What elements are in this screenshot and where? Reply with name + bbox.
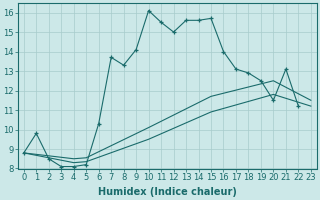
X-axis label: Humidex (Indice chaleur): Humidex (Indice chaleur)	[98, 187, 237, 197]
